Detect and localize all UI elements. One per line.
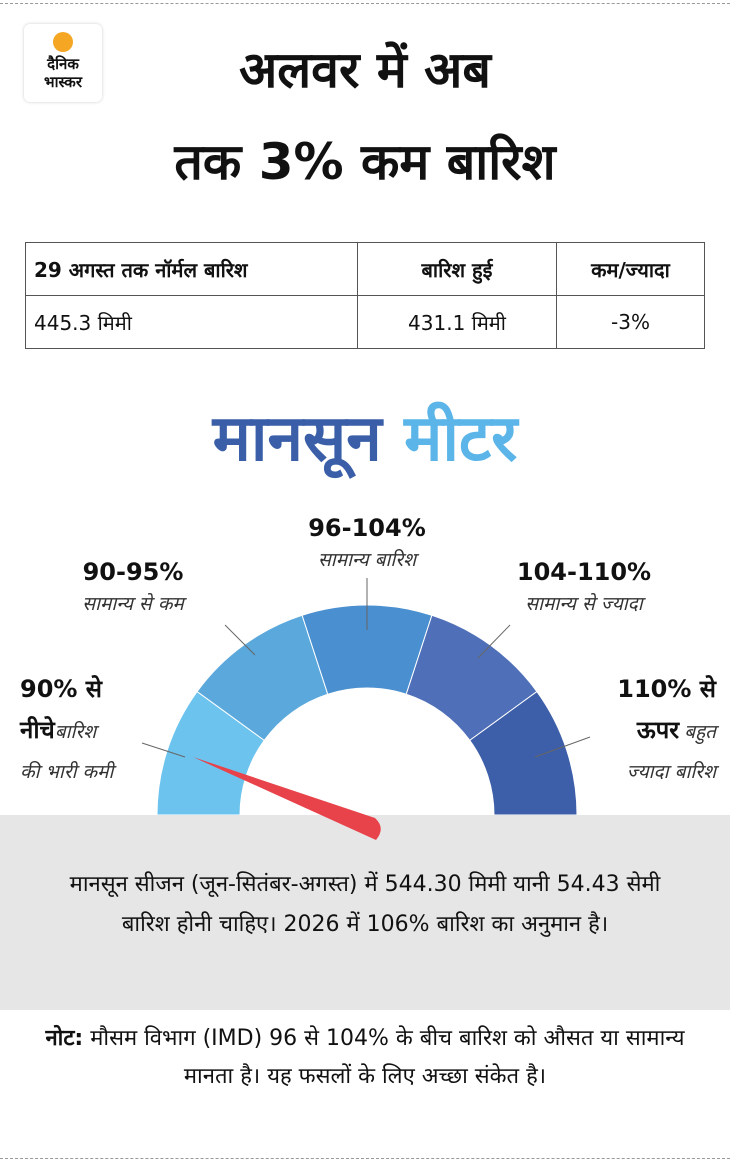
leader-line bbox=[534, 736, 591, 758]
segment-desc: सामान्य से ज्यादा bbox=[525, 593, 643, 615]
summary-text: मानसून सीजन (जून-सितंबर-अगस्त) में 544.3… bbox=[69, 872, 661, 937]
segment-range: नीचे bbox=[20, 716, 55, 744]
segment-range: ऊपर bbox=[636, 716, 680, 744]
segment-label: 90% से नीचेबारिश की भारी कमी bbox=[20, 672, 113, 784]
title-line2: तक 3% कम बारिश bbox=[174, 133, 556, 191]
segment-label: 110% से ऊपर बहुत ज्यादा बारिश bbox=[617, 672, 716, 784]
leader-line bbox=[141, 742, 186, 758]
leader-line bbox=[224, 624, 256, 656]
logo: दैनिक भास्कर bbox=[24, 24, 102, 102]
bottom-border bbox=[0, 1158, 730, 1159]
segment-label: 90-95% सामान्य से कम bbox=[33, 558, 233, 616]
segment-range: 110% से bbox=[617, 675, 716, 703]
segment-range: 90% से bbox=[20, 675, 103, 703]
segment-range: 90-95% bbox=[82, 558, 184, 586]
leader-line bbox=[477, 624, 511, 659]
logo-line2: भास्कर bbox=[44, 73, 82, 91]
segment-desc: ज्यादा बारिश bbox=[626, 761, 716, 783]
table-cell: 445.3 मिमी bbox=[25, 295, 358, 349]
top-border bbox=[0, 3, 730, 4]
title-line1: अलवर में अब bbox=[239, 41, 491, 99]
note: नोट: मौसम विभाग (IMD) 96 से 104% के बीच … bbox=[45, 1020, 685, 1096]
segment-desc: बारिश bbox=[54, 721, 97, 743]
summary-box bbox=[0, 815, 730, 1010]
note-text: मौसम विभाग (IMD) 96 से 104% के बीच बारिश… bbox=[90, 1026, 685, 1089]
meter-title-part1: मानसून bbox=[212, 402, 382, 476]
table-cell: -3% bbox=[556, 295, 705, 349]
rain-table: 29 अगस्त तक नॉर्मल बारिश बारिश हुई कम/ज्… bbox=[25, 242, 705, 349]
segment-desc: सामान्य बारिश bbox=[317, 549, 417, 571]
meter-title: मानसून मीटर bbox=[0, 392, 730, 479]
segment-label: 104-110% सामान्य से ज्यादा bbox=[474, 558, 694, 616]
segment-label: 96-104% सामान्य बारिश bbox=[267, 514, 467, 572]
logo-line1: दैनिक bbox=[47, 55, 79, 73]
logo-sun bbox=[53, 32, 73, 52]
segment-desc: की भारी कमी bbox=[20, 761, 114, 783]
needle bbox=[193, 757, 381, 840]
note-label: नोट: bbox=[45, 1026, 84, 1051]
table-cell: 431.1 मिमी bbox=[357, 295, 557, 349]
segment-range: 96-104% bbox=[308, 514, 426, 542]
table-header: 29 अगस्त तक नॉर्मल बारिश bbox=[25, 242, 358, 296]
segment-range: 104-110% bbox=[516, 558, 652, 586]
segment-desc: बहुत bbox=[684, 721, 716, 743]
segment-desc: सामान्य से कम bbox=[82, 593, 184, 615]
meter-title-part2: मीटर bbox=[404, 402, 518, 476]
